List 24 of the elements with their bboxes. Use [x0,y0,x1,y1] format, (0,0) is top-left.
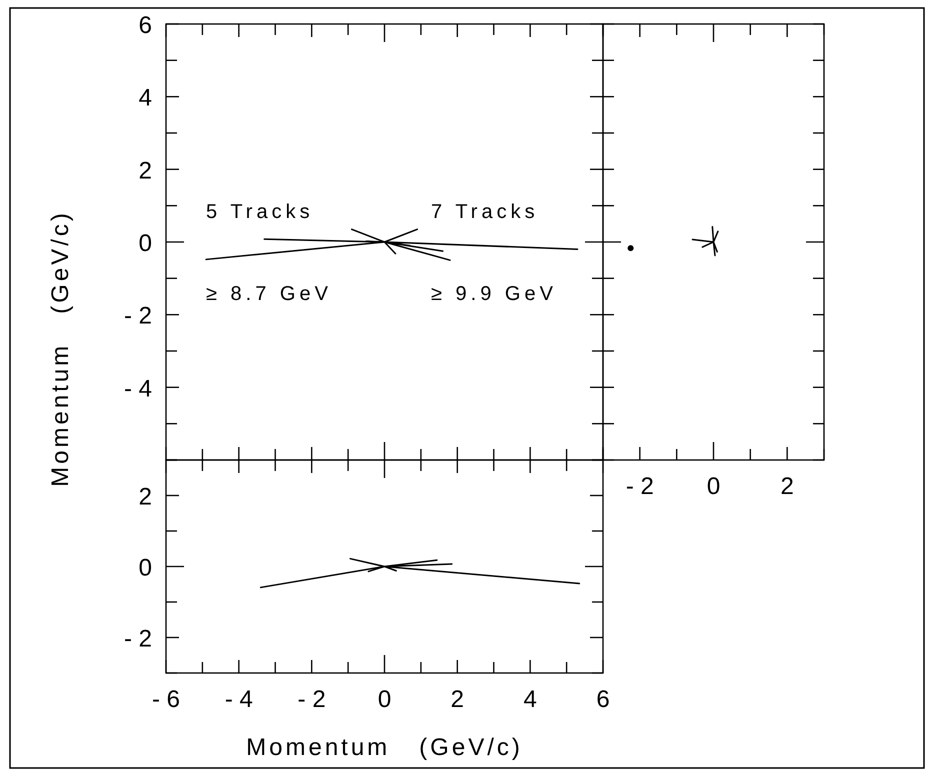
x-tick-label: - 2 [298,686,326,713]
annotation: ≥ 8.7 GeV [206,283,332,305]
annotation: ≥ 9.9 GeV [431,283,557,305]
x-tick-label: - 6 [152,686,180,713]
x-axis-title: Momentum (GeV/c) [246,734,523,761]
x-tick-label: 0 [706,473,720,500]
annotation: 5 Tracks [206,201,314,223]
x-tick-label: 4 [523,686,537,713]
y-axis-title: Momentum (GeV/c) [47,210,74,487]
y-tick-label: 4 [138,84,152,112]
x-tick-label: 6 [596,686,610,713]
y-tick-label: 2 [138,157,152,184]
x-tick-label: 2 [780,473,794,500]
x-tick-label: - 4 [224,686,253,713]
y-tick-label: 0 [138,554,152,582]
x-tick-label: - 2 [626,473,654,500]
y-tick-label: 0 [138,230,152,257]
annotation: 7 Tracks [431,201,539,223]
x-tick-label: 2 [450,686,464,713]
y-tick-label: 6 [138,12,152,39]
y-tick-label: - 4 [124,375,152,402]
y-tick-label: - 2 [124,626,152,652]
y-tick-label: - 2 [124,302,152,330]
x-tick-label: 0 [378,686,392,713]
